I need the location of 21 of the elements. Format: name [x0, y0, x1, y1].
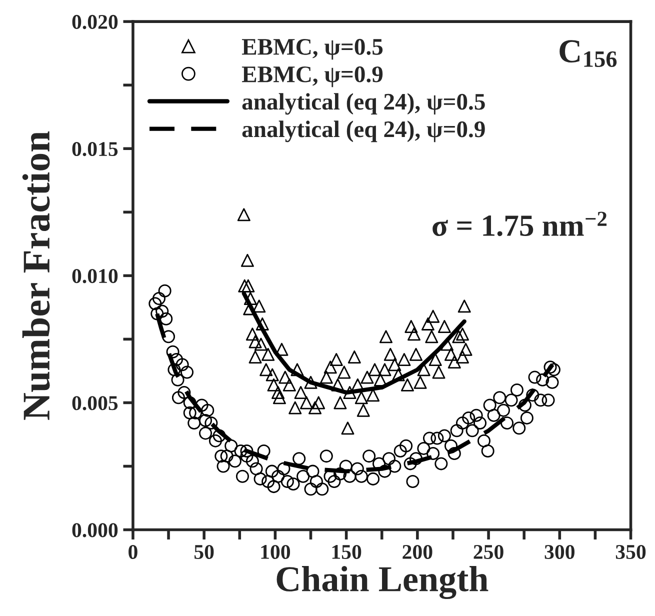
legend-label: EBMC, ψ=0.5: [242, 38, 383, 60]
x-tick-label: 50: [194, 544, 214, 560]
x-tick-label: 250: [474, 544, 504, 560]
x-tick-label: 200: [402, 544, 432, 560]
legend-label: analytical (eq 24), ψ=0.5: [242, 93, 485, 115]
y-axis-title: Number Fraction: [22, 131, 50, 420]
x-tick-label: 0: [128, 544, 138, 560]
y-tick-label: 0.005: [72, 396, 118, 410]
annotation: C$_{156}$: [560, 40, 617, 68]
y-tick-label: 0.010: [72, 269, 118, 284]
y-tick-label: 0.020: [72, 14, 118, 30]
x-axis-title: Chain Length: [276, 566, 488, 600]
x-tick-label: 150: [332, 544, 362, 560]
legend-label: EBMC, ψ=0.9: [242, 66, 383, 88]
x-tick-label: 100: [261, 544, 290, 560]
x-tick-label: 300: [544, 544, 574, 560]
legend-label: analytical (eq 24), ψ=0.9: [242, 120, 485, 142]
x-tick-label: 350: [616, 544, 646, 560]
y-tick-label: 0.015: [72, 142, 118, 156]
annotation: σ = 1.75 nm$^{−2}$: [432, 212, 607, 236]
y-tick-label: 0.000: [72, 523, 118, 538]
